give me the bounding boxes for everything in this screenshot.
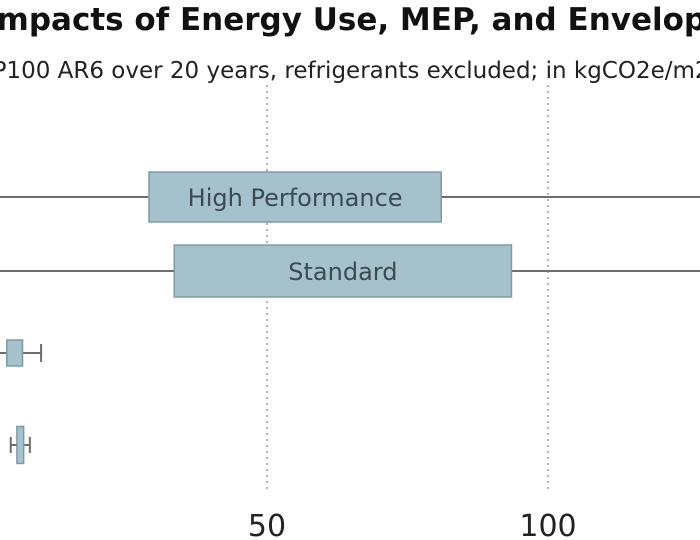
x-tick-label-100: 100 bbox=[519, 509, 576, 540]
chart-title: Impacts of Energy Use, MEP, and Envelope bbox=[0, 2, 700, 38]
box-iqr bbox=[6, 339, 24, 367]
box-label: High Performance bbox=[188, 184, 403, 212]
box-label: Standard bbox=[288, 258, 397, 286]
x-tick-label-50: 50 bbox=[248, 509, 286, 540]
box-mep bbox=[0, 339, 43, 367]
box-series: High Performance Standard bbox=[0, 171, 700, 465]
box-envelope bbox=[9, 425, 31, 465]
box-iqr bbox=[16, 425, 25, 465]
box-standard: Standard bbox=[0, 244, 700, 298]
box-iqr bbox=[173, 244, 513, 298]
x-axis-ticks: 50 100 bbox=[248, 509, 577, 540]
box-high-performance: High Performance bbox=[0, 171, 700, 223]
box-iqr bbox=[148, 171, 442, 223]
chart-subtitle: GWP100 AR6 over 20 years, refrigerants e… bbox=[0, 58, 700, 84]
gridlines bbox=[266, 85, 549, 490]
